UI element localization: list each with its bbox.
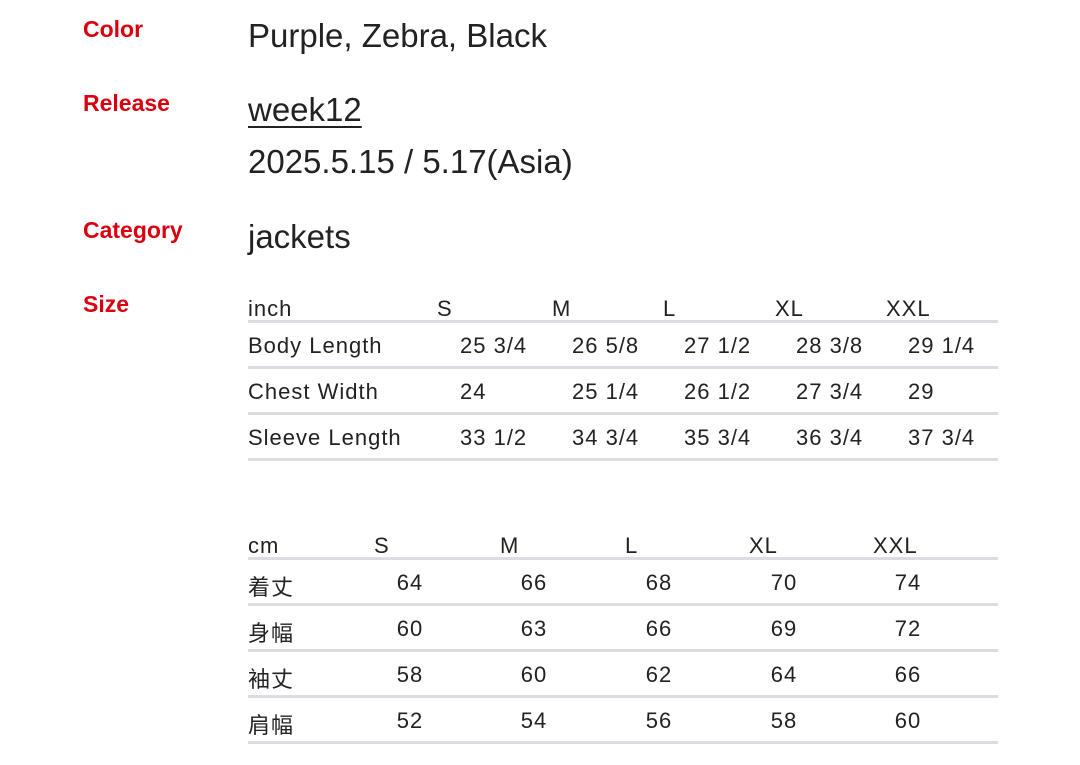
release-date: 2025.5.15 / 5.17(Asia) — [248, 143, 573, 180]
color-label: Color — [83, 16, 144, 42]
table-row: 着丈 64 66 68 70 74 — [248, 560, 998, 606]
size-header: L — [625, 533, 639, 558]
row-label: Sleeve Length — [248, 425, 402, 450]
size-header: S — [374, 533, 390, 558]
cell: 60 — [894, 708, 922, 733]
cell: 26 5/8 — [572, 333, 640, 358]
size-header: M — [552, 296, 572, 321]
cell: 52 — [396, 708, 424, 733]
row-label: 肩幅 — [248, 713, 295, 738]
cell: 68 — [645, 570, 673, 595]
cell: 69 — [770, 616, 798, 641]
color-value: Purple, Zebra, Black — [248, 17, 547, 54]
cell: 36 3/4 — [796, 425, 864, 450]
cell: 26 1/2 — [684, 379, 752, 404]
release-label: Release — [83, 90, 170, 116]
cell: 66 — [645, 616, 673, 641]
cell: 25 3/4 — [460, 333, 528, 358]
cell: 34 3/4 — [572, 425, 640, 450]
row-label: Body Length — [248, 333, 383, 358]
size-label: Size — [83, 291, 130, 317]
cell: 35 3/4 — [684, 425, 752, 450]
size-header: L — [663, 296, 677, 321]
row-label: 袖丈 — [248, 667, 295, 692]
size-header: M — [500, 533, 520, 558]
unit-header: inch — [248, 296, 293, 321]
table-row: 身幅 60 63 66 69 72 — [248, 606, 998, 652]
unit-header: cm — [248, 533, 280, 558]
cell: 60 — [396, 616, 424, 641]
cell: 62 — [645, 662, 673, 687]
cell: 60 — [520, 662, 548, 687]
cell: 25 1/4 — [572, 379, 640, 404]
table-row: Sleeve Length 33 1/2 34 3/4 35 3/4 36 3/… — [248, 415, 998, 461]
table-row: 肩幅 52 54 56 58 60 — [248, 698, 998, 744]
cell: 66 — [520, 570, 548, 595]
row-label: Chest Width — [248, 379, 379, 404]
cell: 64 — [396, 570, 424, 595]
size-header: XXL — [886, 296, 931, 321]
table-header-row: inch S M L XL XXL — [248, 296, 998, 323]
table-row: 袖丈 58 60 62 64 66 — [248, 652, 998, 698]
cell: 54 — [520, 708, 548, 733]
cm-size-table: cm S M L XL XXL 着丈 64 66 68 70 74 身幅 60 … — [248, 533, 998, 744]
cell: 70 — [770, 570, 798, 595]
category-value: jackets — [248, 218, 351, 255]
cell: 24 — [460, 379, 487, 404]
row-label: 着丈 — [248, 575, 295, 600]
cell: 72 — [894, 616, 922, 641]
cell: 27 1/2 — [684, 333, 752, 358]
cell: 28 3/8 — [796, 333, 864, 358]
cell: 66 — [894, 662, 922, 687]
cell: 33 1/2 — [460, 425, 528, 450]
table-row: Chest Width 24 25 1/4 26 1/2 27 3/4 29 — [248, 369, 998, 415]
cell: 37 3/4 — [908, 425, 976, 450]
cell: 56 — [645, 708, 673, 733]
size-header: XXL — [873, 533, 918, 558]
category-label: Category — [83, 217, 183, 243]
size-header: S — [437, 296, 453, 321]
inch-size-table: inch S M L XL XXL Body Length 25 3/4 26 … — [248, 296, 998, 461]
table-header-row: cm S M L XL XXL — [248, 533, 998, 560]
table-row: Body Length 25 3/4 26 5/8 27 1/2 28 3/8 … — [248, 323, 998, 369]
cell: 74 — [894, 570, 922, 595]
cell: 58 — [770, 708, 798, 733]
cell: 64 — [770, 662, 798, 687]
cell: 58 — [396, 662, 424, 687]
cell: 27 3/4 — [796, 379, 864, 404]
size-header: XL — [775, 296, 804, 321]
size-header: XL — [749, 533, 778, 558]
row-label: 身幅 — [248, 621, 295, 646]
cell: 29 1/4 — [908, 333, 976, 358]
release-week-link[interactable]: week12 — [248, 91, 362, 128]
cell: 29 — [908, 379, 935, 404]
cell: 63 — [520, 616, 548, 641]
